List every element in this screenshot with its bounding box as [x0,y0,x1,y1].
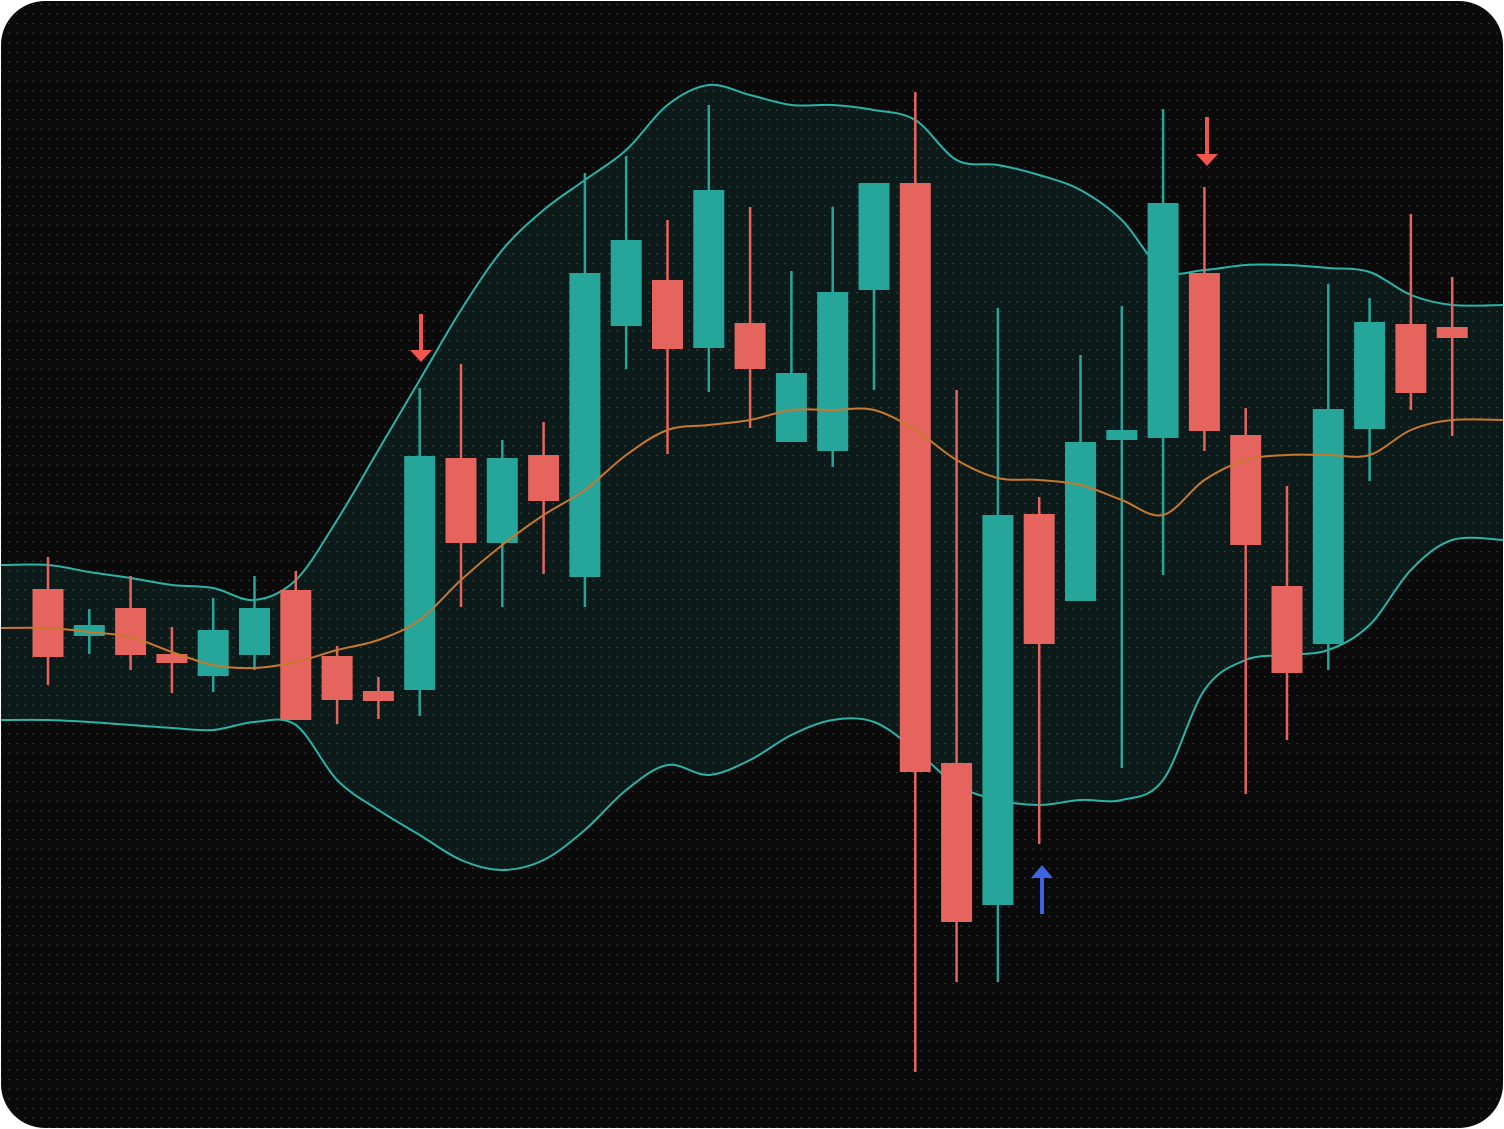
candle-body [239,608,270,655]
candle-body [569,273,601,577]
candle-body [1188,273,1220,431]
candle-body [115,608,147,655]
candle-body [1065,442,1096,601]
candle-body [362,691,394,701]
sell-arrow [1196,117,1218,166]
signals [410,117,1218,914]
candle-body [775,373,807,442]
upper-band [1,83,1503,602]
candle-body [1395,324,1427,393]
candle-body [1106,430,1138,440]
candle-body [1230,435,1262,545]
candle-body [321,656,353,700]
candle-body [693,190,725,348]
candle-body [652,280,683,349]
buy-arrow [1031,865,1053,914]
band-fill [1,84,1503,870]
candle-body [982,515,1014,905]
candle-body [1354,322,1386,429]
candle-body [858,183,890,290]
candle-body [899,183,931,772]
candle-body [734,323,766,369]
candle-body [817,292,849,451]
candle-body [73,625,105,636]
candle-body [1147,203,1179,438]
candle-body [404,456,436,690]
candle-body [610,240,642,326]
candle-body [1436,327,1468,338]
candle-body [445,458,477,543]
candle-body [1023,514,1055,644]
candle-body [941,763,973,922]
candle-body [280,590,312,720]
candle-body [1271,586,1303,673]
candle-body [486,458,518,543]
candle-body [1312,409,1344,644]
middle-band [1,407,1503,670]
candle-body [156,654,188,663]
candle-body [528,455,560,501]
candle-body [197,630,229,676]
sell-arrow [410,314,432,362]
candle-body [32,589,64,657]
